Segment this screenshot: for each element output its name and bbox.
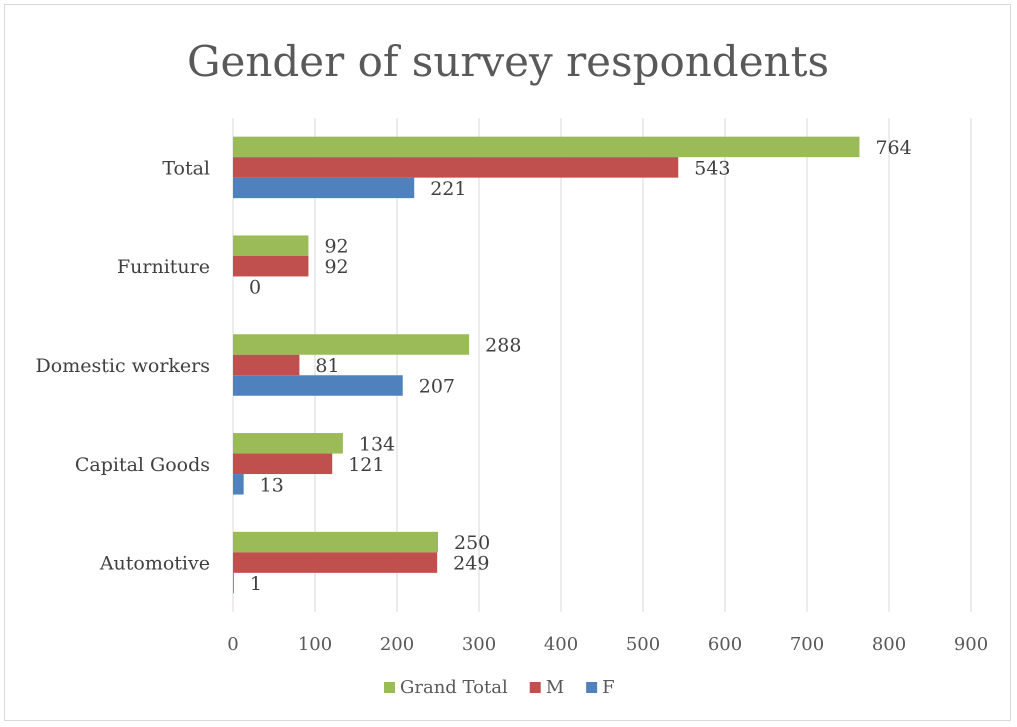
x-tick-label: 600 (708, 634, 742, 655)
data-label-grand-total-automotive: 250 (454, 532, 490, 554)
x-tick-label: 100 (298, 634, 332, 655)
bar-f-capital-goods (233, 474, 244, 495)
data-label-m-domestic-workers: 81 (315, 355, 339, 377)
legend-label-grand-total: Grand Total (400, 677, 508, 698)
category-labels: Automotive Capital Goods Domestic workers F… (36, 157, 210, 574)
x-tick-label: 500 (626, 634, 660, 655)
data-label-f-domestic-workers: 207 (419, 376, 455, 398)
legend-swatch-f (586, 682, 598, 693)
legend-swatch-m (529, 682, 541, 693)
x-tick-label: 200 (380, 634, 414, 655)
legend: Grand Total M F (384, 677, 615, 698)
category-label-domestic-workers: Domestic workers (36, 355, 210, 377)
bar-m-total (233, 157, 679, 178)
bar-grand-total-capital-goods (233, 433, 343, 454)
bar-f-domestic-workers (233, 375, 403, 396)
bar-m-automotive (233, 552, 438, 573)
data-label-f-furniture: 0 (249, 277, 261, 299)
x-tick-label: 900 (954, 634, 988, 655)
category-label-furniture: Furniture (117, 256, 210, 278)
legend-swatch-grand-total (384, 682, 395, 693)
data-label-f-total: 221 (430, 178, 466, 200)
bar-grand-total-total (233, 136, 860, 158)
x-tick-label: 0 (227, 634, 238, 655)
category-label-total: Total (162, 157, 210, 179)
category-label-automotive: Automotive (99, 553, 210, 575)
x-axis-ticks: 0 100 200 300 400 500 600 700 800 900 (227, 634, 988, 655)
data-label-m-total: 543 (694, 157, 730, 179)
gridlines (232, 118, 972, 612)
legend-label-m: M (546, 677, 564, 698)
bar-m-capital-goods (233, 453, 333, 475)
bar-grand-total-automotive (233, 531, 438, 553)
x-tick-label: 700 (790, 634, 824, 655)
bar-m-furniture (233, 255, 309, 277)
bar-m-domestic-workers (233, 354, 300, 376)
data-label-grand-total-furniture: 92 (324, 236, 348, 258)
bar-f-total (233, 177, 415, 199)
data-label-grand-total-total: 764 (875, 137, 911, 159)
chart-frame (4, 4, 1011, 721)
bar-f-automotive (233, 572, 234, 594)
data-label-grand-total-domestic-workers: 288 (485, 335, 521, 357)
data-label-m-capital-goods: 121 (348, 454, 384, 476)
chart-title: Gender of survey respondents (187, 37, 829, 86)
legend-label-f: F (602, 677, 615, 698)
data-label-m-furniture: 92 (324, 256, 348, 278)
category-label-capital-goods: Capital Goods (75, 454, 210, 476)
bar-grand-total-domestic-workers (233, 334, 470, 355)
bar-grand-total-furniture (233, 235, 309, 256)
x-tick-label: 400 (544, 634, 578, 655)
x-tick-label: 300 (462, 634, 496, 655)
x-tick-label: 800 (872, 634, 906, 655)
data-label-f-automotive: 1 (250, 573, 262, 595)
data-label-m-automotive: 249 (453, 553, 489, 575)
data-label-grand-total-capital-goods: 134 (359, 433, 395, 455)
data-label-f-capital-goods: 13 (260, 474, 284, 496)
bars (233, 136, 860, 594)
